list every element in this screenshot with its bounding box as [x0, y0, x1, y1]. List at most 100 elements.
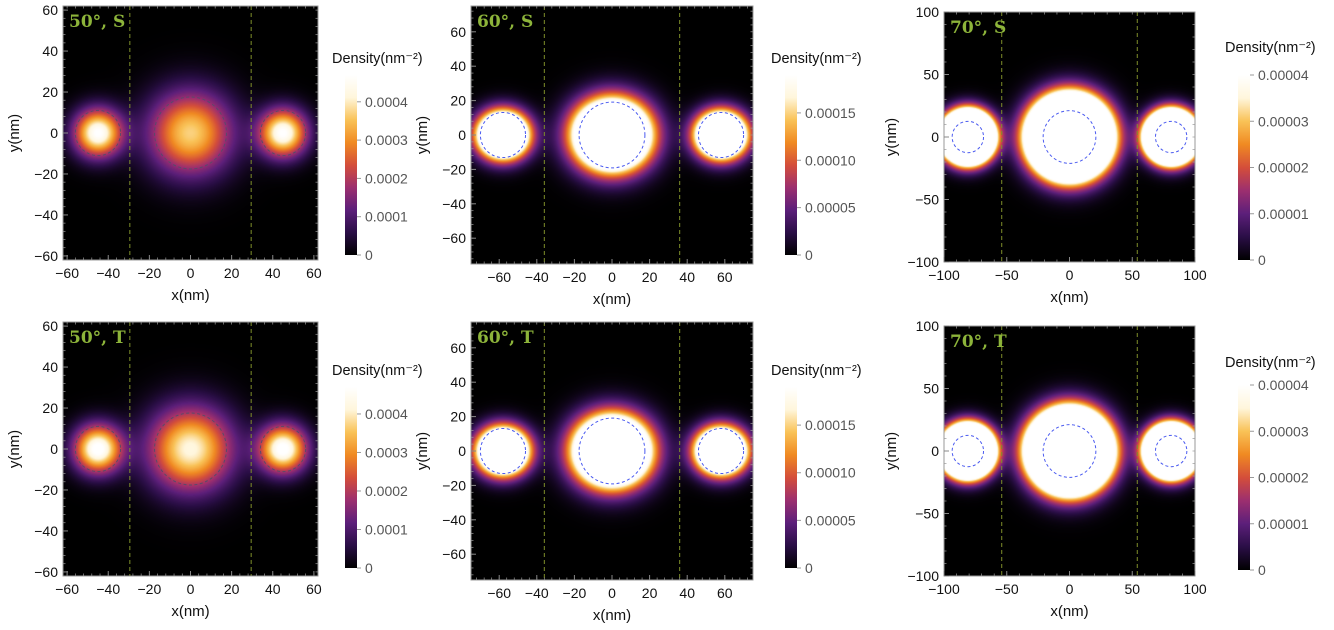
colorbar-tick-label: 0 — [365, 247, 373, 263]
y-tick-label: −40 — [34, 523, 58, 539]
panel-label: 70°, S — [950, 18, 1006, 38]
y-tick-label: −60 — [442, 230, 466, 246]
y-tick-label: −20 — [34, 482, 58, 498]
colorbar-tick-label: 0.00002 — [1258, 470, 1309, 486]
panel-label: 70°, T — [950, 332, 1007, 352]
y-tick-label: 50 — [923, 67, 939, 83]
colorbar-tick-label: 0.00003 — [1258, 113, 1309, 129]
colorbar-title: Density(nm⁻²) — [332, 51, 423, 67]
dot-boundary-circle — [951, 434, 985, 468]
panel-6: −100 −50 0 50 100 100 50 0 −50 −100 x(nm) y(nm) 70°,… — [883, 318, 1316, 620]
dot-boundary-circle — [578, 417, 646, 485]
colorbar — [345, 387, 357, 568]
x-axis-title: x(nm) — [171, 287, 209, 304]
x-axis-title: x(nm) — [593, 291, 631, 308]
x-tick-label: −40 — [525, 585, 549, 601]
colorbar — [785, 75, 797, 255]
y-tick-label: −40 — [442, 512, 466, 528]
dot-boundary-circle — [259, 425, 307, 473]
x-tick-label: −40 — [525, 269, 549, 285]
density-heatmap — [944, 326, 1195, 576]
x-tick-label: −60 — [55, 581, 79, 597]
y-axis-title: y(nm) — [6, 430, 23, 468]
panel-3: −100 −50 0 50 100 100 50 0 −50 −100 x(nm) y(nm) 70°,… — [883, 4, 1316, 306]
y-axis-title: y(nm) — [414, 116, 431, 154]
y-tick-label: 20 — [42, 84, 58, 100]
y-tick-label: 0 — [458, 443, 466, 459]
dot-boundary-circle — [259, 109, 307, 157]
density-heatmap — [944, 12, 1195, 262]
colorbar-tick-label: 0.00010 — [805, 152, 856, 168]
x-tick-label: −100 — [928, 267, 960, 283]
colorbar-tick-label: 0 — [1258, 562, 1266, 578]
colorbar-tick-label: 0.00004 — [1258, 377, 1309, 393]
y-tick-label: −40 — [34, 207, 58, 223]
x-tick-label: 0 — [1066, 581, 1074, 597]
x-tick-label: −60 — [55, 265, 79, 281]
y-tick-label: −20 — [34, 166, 58, 182]
x-tick-label: 20 — [642, 585, 658, 601]
y-tick-label: 0 — [931, 443, 939, 459]
x-tick-label: −60 — [487, 269, 511, 285]
colorbar-tick-label: 0.00001 — [1258, 206, 1309, 222]
colorbar-title: Density(nm⁻²) — [771, 363, 862, 379]
density-heatmap — [471, 322, 753, 580]
x-tick-label: −50 — [995, 581, 1019, 597]
x-axis-title: x(nm) — [1050, 289, 1088, 306]
colorbar-tick-label: 0.0002 — [365, 483, 408, 499]
colorbar — [1238, 385, 1250, 570]
x-tick-label: −20 — [137, 581, 161, 597]
dot-boundary-circle — [74, 425, 122, 473]
y-axis-title: y(nm) — [883, 432, 900, 470]
y-tick-label: −100 — [907, 568, 939, 584]
y-tick-label: 20 — [450, 409, 466, 425]
dot-boundary-circle — [479, 111, 527, 159]
x-tick-label: 40 — [265, 265, 281, 281]
dot-boundary-circle — [1154, 120, 1188, 154]
x-tick-label: 40 — [265, 581, 281, 597]
x-tick-label: 60 — [717, 269, 733, 285]
y-tick-label: 0 — [50, 441, 58, 457]
x-tick-label: 0 — [608, 585, 616, 601]
panel-label: 50°, S — [69, 12, 125, 32]
colorbar-tick-label: 0.00004 — [1258, 67, 1309, 83]
dot-boundary-circle — [74, 109, 122, 157]
x-tick-label: 0 — [1066, 267, 1074, 283]
x-tick-label: 0 — [187, 581, 195, 597]
y-tick-label: 60 — [42, 2, 58, 18]
y-tick-label: 20 — [450, 93, 466, 109]
y-tick-label: 60 — [450, 24, 466, 40]
y-tick-label: −100 — [907, 254, 939, 270]
colorbar-tick-label: 0.0003 — [365, 444, 408, 460]
dot-boundary-circle — [1042, 424, 1097, 478]
y-tick-label: 0 — [458, 127, 466, 143]
y-tick-label: 0 — [50, 125, 58, 141]
y-tick-label: 40 — [450, 374, 466, 390]
colorbar — [345, 75, 357, 255]
panel-5: −60 −40 −20 0 20 40 60 60 40 20 0 −20 −40 −60 x(nm) y(n… — [414, 321, 862, 624]
colorbar-tick-label: 0 — [1258, 252, 1266, 268]
dot-boundary-circle — [697, 427, 745, 475]
colorbar-tick-label: 0.00015 — [805, 417, 856, 433]
colorbar-tick-label: 0.0004 — [365, 94, 408, 110]
colorbar-tick-label: 0.00005 — [805, 200, 856, 216]
y-axis-title: y(nm) — [883, 118, 900, 156]
colorbar — [1238, 75, 1250, 260]
y-tick-label: 40 — [42, 359, 58, 375]
colorbar-tick-label: 0.00003 — [1258, 423, 1309, 439]
y-tick-label: 0 — [931, 129, 939, 145]
dot-boundary-circle — [697, 111, 745, 159]
panel-label: 60°, T — [477, 328, 534, 348]
y-axis-title: y(nm) — [6, 114, 23, 152]
y-tick-label: −60 — [442, 546, 466, 562]
panel-4: −60 −40 −20 0 20 40 60 60 40 20 0 −20 −40 −60 x(nm) y(n… — [6, 318, 423, 620]
colorbar-tick-label: 0.00002 — [1258, 160, 1309, 176]
y-tick-label: 50 — [923, 381, 939, 397]
colorbar-title: Density(nm⁻²) — [1225, 40, 1316, 56]
colorbar-tick-label: 0.0001 — [365, 209, 408, 225]
y-tick-label: 100 — [916, 318, 940, 334]
density-heatmap — [63, 6, 318, 260]
x-tick-label: −50 — [995, 267, 1019, 283]
dot-boundary-circle — [154, 96, 227, 170]
